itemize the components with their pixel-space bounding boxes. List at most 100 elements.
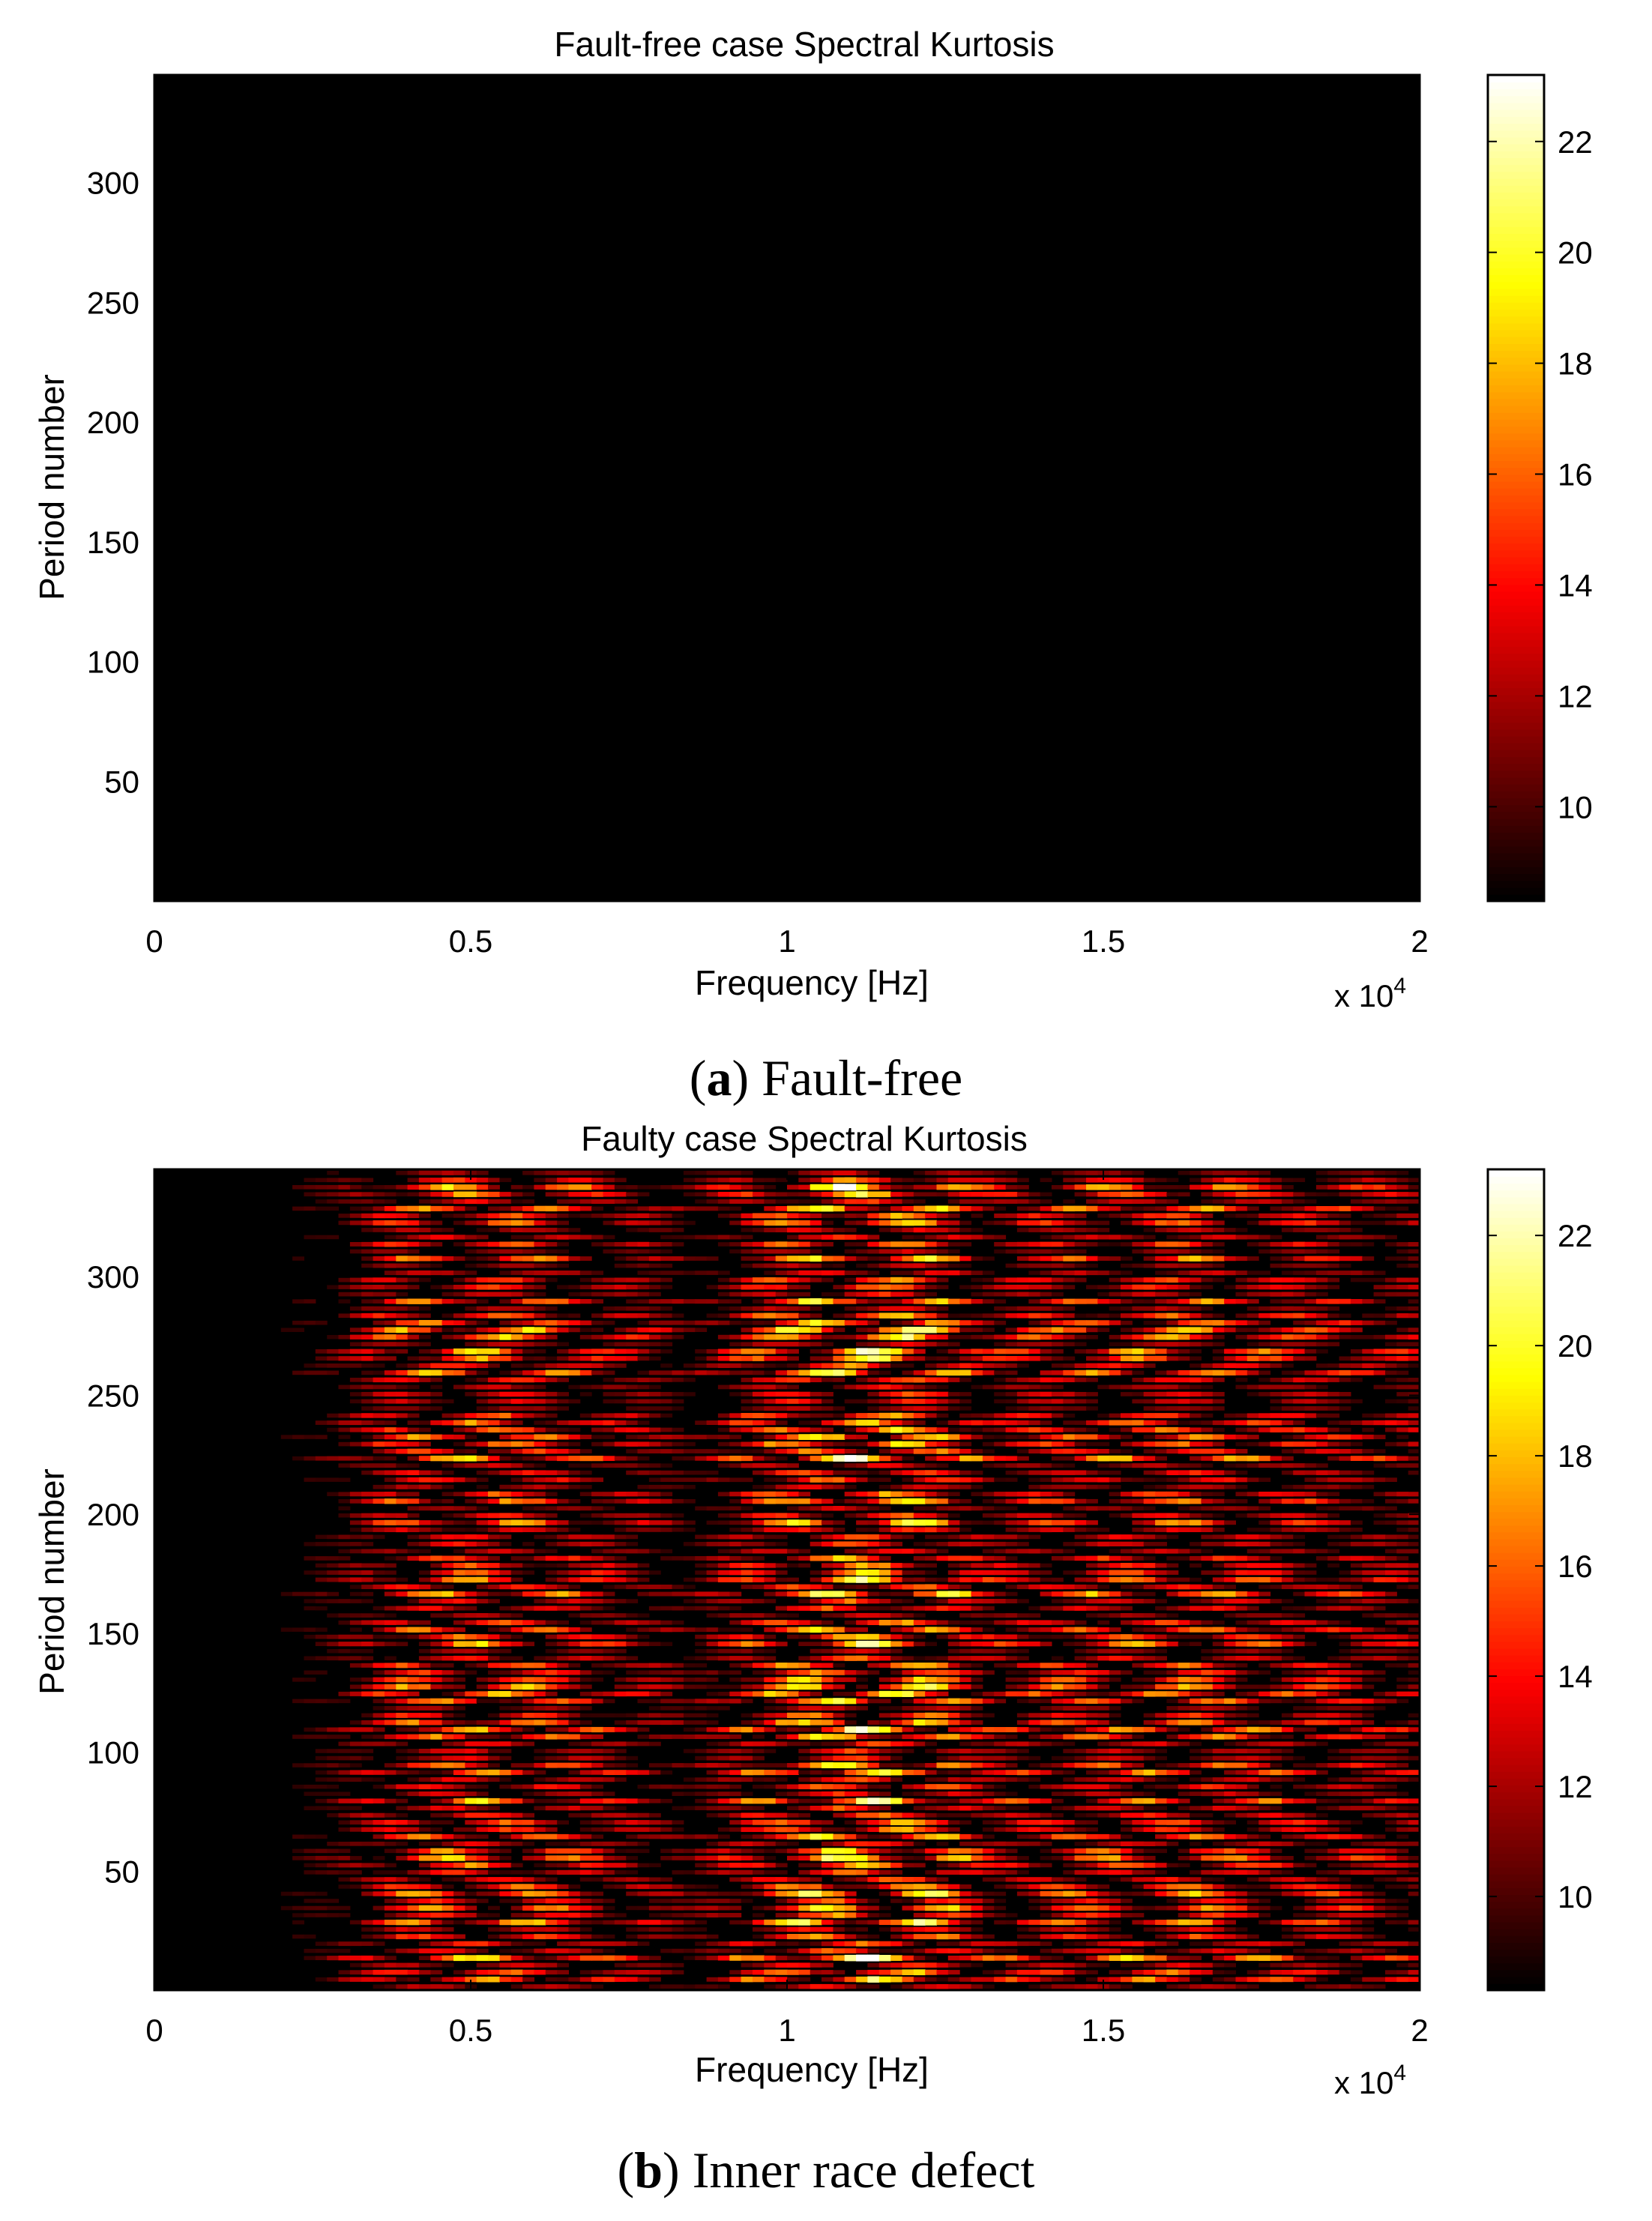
heatmap-cell xyxy=(349,1277,362,1283)
heatmap-cell xyxy=(729,1220,742,1226)
heatmap-cell xyxy=(1166,1370,1179,1375)
heatmap-cell xyxy=(1086,1184,1098,1190)
heatmap-cell xyxy=(349,1178,362,1183)
heatmap-cell xyxy=(361,1313,374,1319)
heatmap-cell xyxy=(648,1413,661,1418)
heatmap-cell xyxy=(579,1348,592,1354)
heatmap-cell xyxy=(1028,1463,1041,1468)
heatmap-cell xyxy=(775,1463,788,1468)
heatmap-cell xyxy=(1339,1506,1351,1511)
heatmap-cell xyxy=(614,1178,627,1183)
heatmap-cell xyxy=(1258,1220,1271,1226)
heatmap-cell xyxy=(741,1228,753,1232)
colorbar-swatch xyxy=(1488,798,1544,806)
heatmap-cell xyxy=(648,1513,661,1518)
heatmap-cell xyxy=(1212,1270,1225,1276)
heatmap-cell xyxy=(1109,1506,1121,1511)
heatmap-cell xyxy=(1246,1220,1259,1226)
heatmap-cell xyxy=(361,1470,374,1475)
heatmap-cell xyxy=(591,1441,603,1447)
heatmap-cell xyxy=(936,1178,949,1183)
heatmap-cell xyxy=(614,1463,627,1468)
heatmap-cell xyxy=(1086,1456,1098,1462)
heatmap-cell xyxy=(373,1199,385,1204)
heatmap-cell xyxy=(1005,1363,1018,1368)
heatmap-cell xyxy=(902,1256,914,1262)
colorbar-swatch xyxy=(1488,729,1544,737)
heatmap-cell xyxy=(1166,1306,1179,1311)
heatmap-cell xyxy=(591,1191,603,1197)
heatmap-cell xyxy=(441,1348,454,1354)
heatmap-cell xyxy=(315,1206,328,1211)
heatmap-cell xyxy=(545,1520,558,1525)
heatmap-area xyxy=(154,1169,1420,1990)
heatmap-cell xyxy=(1201,1369,1214,1375)
heatmap-cell xyxy=(741,1241,753,1247)
heatmap-cell xyxy=(1040,1320,1052,1325)
heatmap-cell xyxy=(706,1541,719,1546)
heatmap-cell xyxy=(1155,1570,1167,1576)
heatmap-cell xyxy=(890,1271,902,1275)
heatmap-cell xyxy=(913,1320,926,1325)
heatmap-cell xyxy=(1178,1477,1190,1483)
heatmap-cell xyxy=(913,1277,926,1283)
heatmap-cell xyxy=(947,1441,960,1447)
heatmap-cell xyxy=(660,1513,673,1518)
heatmap-cell xyxy=(441,1328,454,1332)
heatmap-cell xyxy=(833,1455,845,1462)
heatmap-cell xyxy=(361,1513,374,1518)
heatmap-cell xyxy=(741,1220,753,1226)
heatmap-cell xyxy=(947,1377,960,1382)
heatmap-cell xyxy=(488,1263,500,1268)
heatmap-cell xyxy=(1362,1335,1375,1339)
heatmap-cell xyxy=(683,1171,696,1175)
heatmap-cell xyxy=(568,1199,581,1204)
heatmap-cell xyxy=(1121,1191,1133,1197)
heatmap-cell xyxy=(695,1449,708,1453)
heatmap-cell xyxy=(1201,1470,1214,1475)
heatmap-cell xyxy=(407,1391,420,1396)
heatmap-cell xyxy=(1235,1470,1248,1475)
heatmap-cell xyxy=(1121,1313,1133,1319)
heatmap-cell xyxy=(1373,1420,1386,1426)
heatmap-cell xyxy=(1109,1313,1121,1318)
heatmap-cell xyxy=(1246,1184,1259,1190)
heatmap-cell xyxy=(1086,1356,1098,1361)
heatmap-cell xyxy=(1155,1484,1167,1489)
heatmap-cell xyxy=(787,1470,799,1476)
heatmap-cell xyxy=(1235,1184,1248,1190)
heatmap-cell xyxy=(441,1470,454,1475)
heatmap-cell xyxy=(1396,1420,1409,1426)
heatmap-cell xyxy=(1212,1377,1225,1382)
heatmap-cell xyxy=(878,1256,891,1261)
heatmap-cell xyxy=(465,1342,477,1347)
heatmap-cell xyxy=(971,1228,983,1232)
heatmap-cell xyxy=(1040,1591,1052,1597)
heatmap-cell xyxy=(1385,1520,1397,1525)
heatmap-cell xyxy=(1143,1441,1156,1447)
heatmap-cell xyxy=(1121,1420,1133,1426)
heatmap-cell xyxy=(637,1334,650,1340)
heatmap-cell xyxy=(753,1228,765,1232)
heatmap-cell xyxy=(810,1599,822,1604)
heatmap-cell xyxy=(396,1498,409,1504)
heatmap-cell xyxy=(775,1513,788,1519)
heatmap-cell xyxy=(994,1220,1007,1226)
heatmap-cell xyxy=(695,1256,708,1261)
heatmap-cell xyxy=(453,1463,465,1468)
heatmap-cell xyxy=(1212,1492,1225,1496)
heatmap-cell xyxy=(1040,1427,1052,1432)
heatmap-cell xyxy=(315,1556,328,1561)
heatmap-cell xyxy=(349,1220,362,1226)
heatmap-cell xyxy=(1201,1270,1214,1276)
heatmap-cell xyxy=(925,1399,937,1404)
heatmap-cell xyxy=(856,1378,868,1382)
heatmap-cell xyxy=(648,1435,661,1440)
heatmap-cell xyxy=(1016,1498,1029,1504)
heatmap-cell xyxy=(1281,1192,1294,1197)
heatmap-cell xyxy=(545,1527,558,1532)
heatmap-cell xyxy=(1201,1441,1214,1447)
heatmap-cell xyxy=(1051,1313,1064,1319)
heatmap-cell xyxy=(798,1199,811,1204)
heatmap-cell xyxy=(753,1213,765,1219)
